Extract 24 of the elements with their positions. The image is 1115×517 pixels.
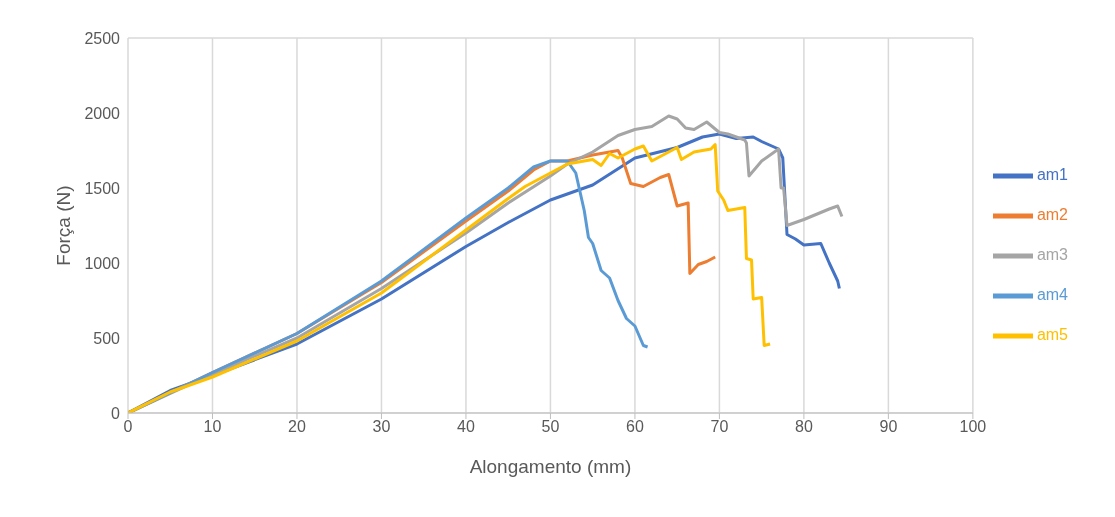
x-tick-label: 50 bbox=[541, 418, 560, 436]
y-tick-label: 0 bbox=[111, 404, 121, 422]
x-axis-title: Alongamento (mm) bbox=[469, 456, 632, 477]
legend-label: am2 bbox=[1036, 205, 1068, 223]
x-tick-label: 20 bbox=[288, 418, 306, 436]
x-tick-label: 30 bbox=[372, 418, 391, 436]
x-tick-label: 40 bbox=[457, 418, 475, 436]
legend-label: am5 bbox=[1036, 325, 1068, 343]
y-axis-title: Força (N) bbox=[52, 185, 74, 266]
legend-label: am4 bbox=[1036, 285, 1068, 303]
x-tick-label: 60 bbox=[626, 418, 644, 436]
y-tick-label: 1000 bbox=[84, 254, 121, 272]
y-tick-label: 1500 bbox=[84, 179, 121, 197]
x-tick-label: 10 bbox=[203, 418, 222, 436]
x-tick-label: 70 bbox=[710, 418, 729, 436]
x-tick-label: 0 bbox=[123, 418, 133, 436]
x-tick-label: 100 bbox=[959, 418, 987, 436]
y-tick-label: 2000 bbox=[84, 104, 121, 122]
legend-label: am3 bbox=[1036, 245, 1068, 263]
y-tick-label: 500 bbox=[93, 329, 121, 347]
legend-label: am1 bbox=[1036, 165, 1068, 183]
x-tick-label: 80 bbox=[795, 418, 813, 436]
x-tick-label: 90 bbox=[879, 418, 898, 436]
y-tick-label: 2500 bbox=[84, 29, 121, 47]
